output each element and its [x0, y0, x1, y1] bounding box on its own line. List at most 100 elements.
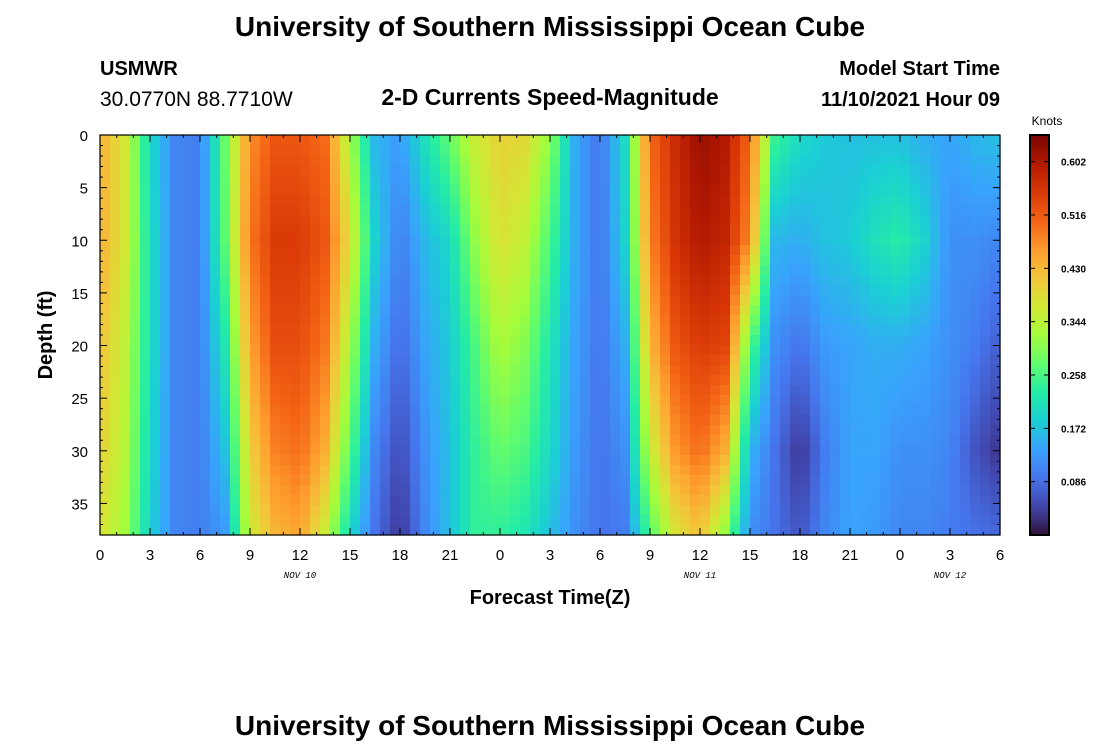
heatmap-cell [350, 335, 361, 346]
heatmap-cell [710, 405, 721, 416]
heatmap-cell [110, 295, 121, 306]
heatmap-cell [130, 185, 141, 196]
heatmap-cell [820, 365, 831, 376]
heatmap-cell [560, 395, 571, 406]
heatmap-cell [360, 485, 371, 496]
heatmap-cell [990, 165, 1001, 176]
heatmap-cell [320, 215, 331, 226]
heatmap-cell [210, 505, 221, 516]
heatmap-cell [220, 155, 231, 166]
heatmap-cell [480, 245, 491, 256]
heatmap-cell [290, 425, 301, 436]
heatmap-cell [700, 475, 711, 486]
heatmap-cell [650, 365, 661, 376]
heatmap-cell [430, 425, 441, 436]
heatmap-cell [460, 345, 471, 356]
heatmap-cell [340, 275, 351, 286]
heatmap-cell [600, 255, 611, 266]
heatmap-cell [350, 495, 361, 506]
heatmap-cell [120, 415, 131, 426]
heatmap-cell [440, 145, 451, 156]
heatmap-cell [860, 165, 871, 176]
heatmap-cell [500, 245, 511, 256]
heatmap-cell [320, 375, 331, 386]
heatmap-cell [110, 485, 121, 496]
heatmap-cell [630, 525, 641, 536]
heatmap-cell [450, 445, 461, 456]
heatmap-cell [360, 495, 371, 506]
heatmap-cell [320, 185, 331, 196]
heatmap-cell [740, 245, 751, 256]
heatmap-cell [550, 505, 561, 516]
heatmap-cell [710, 325, 721, 336]
heatmap-cell [750, 185, 761, 196]
heatmap-cell [340, 315, 351, 326]
heatmap-cell [740, 235, 751, 246]
heatmap-cell [500, 145, 511, 156]
heatmap-cell [530, 505, 541, 516]
heatmap-cell [730, 485, 741, 496]
heatmap-cell [460, 365, 471, 376]
heatmap-cell [280, 385, 291, 396]
heatmap-cell [730, 515, 741, 526]
heatmap-cell [420, 205, 431, 216]
heatmap-cell [240, 475, 251, 486]
heatmap-cell [230, 455, 241, 466]
x-tick-label: 15 [342, 547, 359, 564]
heatmap-cell [270, 305, 281, 316]
heatmap-cell [780, 495, 791, 506]
heatmap-cell [910, 525, 921, 536]
heatmap-cell [880, 295, 891, 306]
heatmap-cell [910, 515, 921, 526]
heatmap-cell [870, 505, 881, 516]
heatmap-cell [980, 375, 991, 386]
heatmap-cell [560, 255, 571, 266]
heatmap-cell [880, 435, 891, 446]
heatmap-cell [730, 345, 741, 356]
heatmap-cell [480, 525, 491, 536]
heatmap-cell [940, 285, 951, 296]
heatmap-cell [870, 375, 881, 386]
heatmap-cell [640, 395, 651, 406]
heatmap-cell [140, 175, 151, 186]
heatmap-cell [840, 465, 851, 476]
heatmap-cell [540, 475, 551, 486]
heatmap-cell [650, 245, 661, 256]
heatmap-cell [690, 525, 701, 536]
heatmap-cell [400, 365, 411, 376]
heatmap-cell [860, 225, 871, 236]
heatmap-cell [730, 275, 741, 286]
heatmap-cell [970, 165, 981, 176]
heatmap-cell [120, 255, 131, 266]
heatmap-cell [520, 355, 531, 366]
heatmap-cell [630, 305, 641, 316]
heatmap-cell [680, 375, 691, 386]
heatmap-cell [550, 445, 561, 456]
heatmap-cell [430, 515, 441, 526]
heatmap-cell [340, 425, 351, 436]
heatmap-cell [450, 175, 461, 186]
heatmap-cell [950, 265, 961, 276]
heatmap-cell [500, 385, 511, 396]
heatmap-cell [400, 305, 411, 316]
heatmap-cell [660, 245, 671, 256]
heatmap-cell [120, 205, 131, 216]
heatmap-cell [950, 315, 961, 326]
heatmap-cell [340, 505, 351, 516]
heatmap-cell [160, 405, 171, 416]
heatmap-cell [970, 495, 981, 506]
heatmap-cell [130, 455, 141, 466]
heatmap-cell [600, 305, 611, 316]
heatmap-cell [450, 225, 461, 236]
heatmap-cell [710, 505, 721, 516]
heatmap-cell [860, 415, 871, 426]
heatmap-cell [530, 345, 541, 356]
heatmap-cell [240, 255, 251, 266]
heatmap-cell [190, 485, 201, 496]
heatmap-cell [180, 425, 191, 436]
heatmap-cell [800, 395, 811, 406]
heatmap-cell [790, 315, 801, 326]
heatmap-cell [380, 135, 391, 146]
heatmap-cell [780, 175, 791, 186]
heatmap-cell [720, 205, 731, 216]
